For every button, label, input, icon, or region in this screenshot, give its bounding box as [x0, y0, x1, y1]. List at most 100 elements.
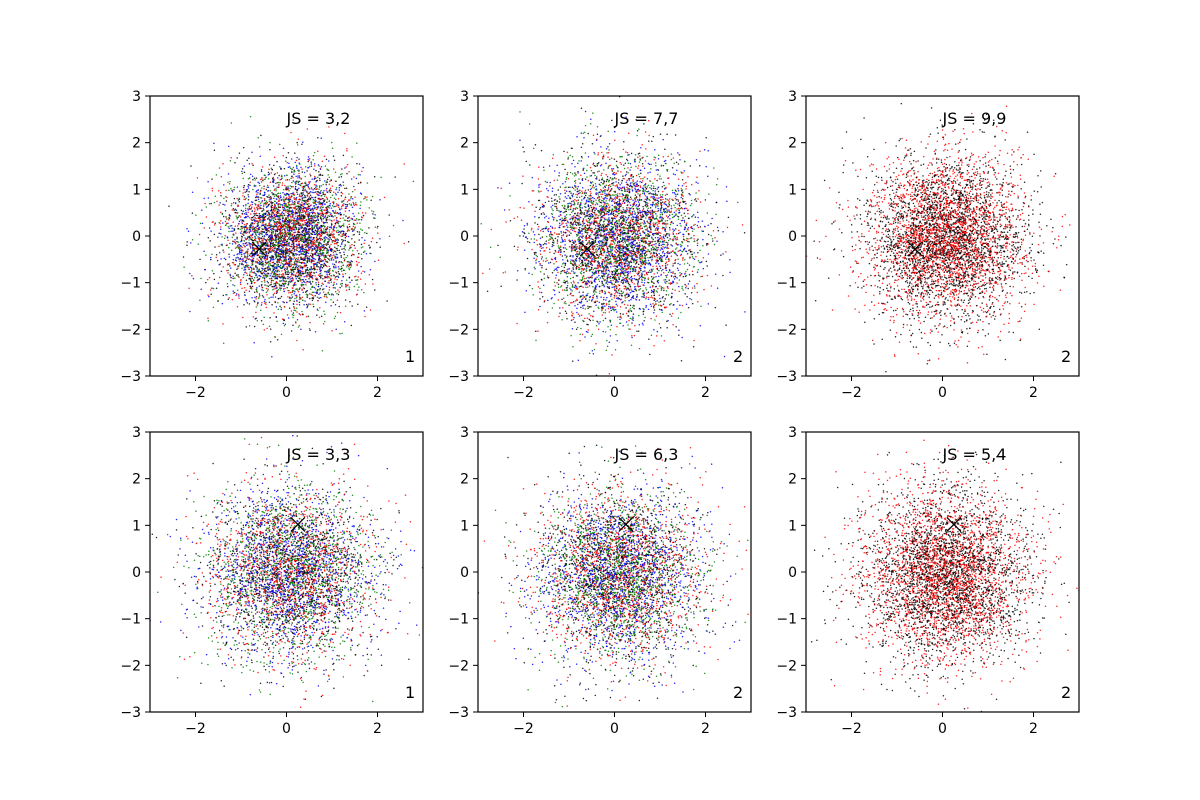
- scatter-point: [301, 237, 304, 239]
- scatter-point: [325, 189, 327, 191]
- scatter-point: [374, 260, 376, 263]
- scatter-point: [243, 184, 246, 187]
- scatter-point: [288, 213, 290, 216]
- scatter-point: [328, 200, 331, 202]
- scatter-point: [315, 291, 317, 294]
- scatter-point: [306, 306, 308, 309]
- scatter-point: [305, 244, 307, 247]
- scatter-point: [285, 261, 287, 263]
- scatter-point: [254, 296, 256, 299]
- scatter-point: [290, 257, 292, 259]
- scatter-point: [280, 287, 282, 289]
- scatter-point: [317, 244, 320, 246]
- scatter-point: [307, 183, 310, 186]
- scatter-point: [319, 292, 321, 294]
- scatter-point: [217, 236, 219, 238]
- scatter-point: [311, 274, 314, 277]
- scatter-point: [328, 239, 331, 241]
- scatter-point: [258, 231, 261, 234]
- scatter-point: [279, 240, 282, 242]
- scatter-point: [232, 230, 234, 232]
- scatter-point: [329, 233, 331, 235]
- scatter-point: [241, 227, 243, 229]
- scatter-point: [328, 271, 330, 273]
- scatter-point: [263, 199, 266, 201]
- scatter-point: [280, 174, 283, 176]
- scatter-point: [268, 168, 270, 170]
- scatter-point: [301, 209, 304, 212]
- scatter-point: [299, 250, 301, 253]
- scatter-point: [266, 244, 269, 247]
- scatter-point: [320, 215, 323, 217]
- scatter-point: [261, 256, 264, 259]
- scatter-point: [334, 239, 337, 241]
- scatter-point: [327, 219, 329, 221]
- scatter-point: [301, 198, 304, 200]
- scatter-point: [258, 200, 260, 203]
- scatter-point: [287, 284, 290, 286]
- scatter-point: [244, 198, 247, 201]
- scatter-point: [250, 225, 252, 227]
- scatter-point: [275, 281, 278, 284]
- scatter-point: [315, 279, 318, 281]
- scatter-point: [245, 279, 248, 282]
- scatter-point: [298, 270, 301, 273]
- scatter-point: [231, 236, 234, 239]
- scatter-point: [288, 289, 290, 292]
- scatter-point: [297, 270, 299, 272]
- scatter-point: [246, 254, 249, 256]
- scatter-point: [248, 217, 251, 219]
- scatter-point: [304, 254, 306, 256]
- scatter-point: [277, 259, 279, 262]
- scatter-point: [340, 184, 342, 187]
- scatter-point: [356, 256, 359, 259]
- scatter-point: [276, 215, 279, 218]
- scatter-point: [230, 122, 233, 124]
- scatter-point: [253, 342, 255, 344]
- scatter-point: [268, 240, 271, 243]
- scatter-point: [325, 206, 327, 209]
- scatter-point: [295, 205, 297, 208]
- scatter-point: [262, 248, 265, 250]
- scatter-point: [315, 236, 318, 238]
- scatter-point: [230, 203, 233, 205]
- scatter-point: [349, 264, 351, 267]
- scatter-point: [332, 286, 335, 289]
- scatter-point: [271, 215, 273, 218]
- scatter-point: [250, 270, 253, 272]
- scatter-point: [285, 255, 287, 257]
- scatter-point: [338, 189, 341, 191]
- scatter-point: [293, 274, 295, 276]
- scatter-point: [306, 225, 309, 228]
- scatter-point: [315, 241, 317, 243]
- scatter-point: [267, 217, 270, 219]
- scatter-point: [286, 268, 288, 270]
- scatter-point: [247, 177, 250, 180]
- scatter-point: [346, 260, 349, 263]
- scatter-point: [265, 270, 268, 273]
- scatter-point: [245, 262, 248, 264]
- scatter-point: [276, 182, 278, 184]
- scatter-point: [326, 271, 328, 274]
- scatter-point: [361, 211, 364, 214]
- scatter-point: [262, 205, 265, 207]
- scatter-point: [321, 238, 324, 241]
- scatter-point: [355, 294, 358, 296]
- scatter-point: [327, 243, 329, 245]
- scatter-point: [279, 259, 282, 261]
- scatter-point: [311, 268, 314, 270]
- scatter-point: [277, 233, 279, 236]
- scatter-point: [235, 294, 237, 297]
- scatter-point: [359, 192, 362, 194]
- scatter-point: [295, 222, 297, 225]
- scatter-point: [235, 257, 237, 259]
- scatter-point: [272, 228, 275, 230]
- scatter-point: [360, 216, 363, 218]
- scatter-point: [319, 247, 322, 249]
- scatter-point: [272, 279, 275, 282]
- scatter-point: [289, 167, 292, 170]
- scatter-point: [355, 217, 358, 220]
- scatter-point: [298, 207, 300, 209]
- scatter-point: [261, 267, 263, 270]
- scatter-point: [258, 238, 261, 241]
